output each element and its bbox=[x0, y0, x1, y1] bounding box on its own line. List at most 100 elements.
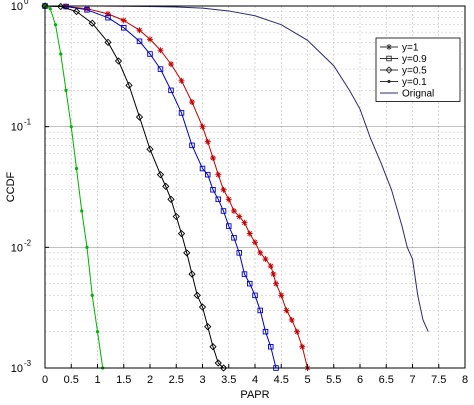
legend-item: y=1 bbox=[380, 43, 419, 54]
legend-marker bbox=[386, 44, 392, 50]
data-point bbox=[231, 235, 237, 241]
data-point bbox=[177, 229, 186, 238]
x-tick-label: 7 bbox=[409, 374, 415, 386]
x-tick-label: 2 bbox=[147, 374, 153, 386]
data-point bbox=[136, 27, 143, 34]
data-point bbox=[199, 165, 206, 172]
data-point bbox=[72, 7, 81, 16]
data-point bbox=[225, 223, 232, 229]
y-axis-label: CCDF bbox=[5, 171, 17, 202]
y-tick-label: 10 bbox=[11, 122, 23, 134]
series-y-0-5 bbox=[41, 2, 228, 372]
y-tick-label: 10 bbox=[11, 1, 23, 13]
legend-label: y=0.1 bbox=[402, 77, 427, 88]
data-point bbox=[156, 171, 165, 179]
data-point bbox=[136, 38, 143, 45]
data-point bbox=[178, 77, 185, 84]
data-point bbox=[294, 328, 300, 335]
series-y-0-1 bbox=[43, 4, 105, 370]
legend-marker bbox=[387, 79, 391, 84]
series-line bbox=[45, 5, 429, 332]
data-point bbox=[105, 10, 111, 17]
data-point bbox=[53, 23, 58, 27]
data-point bbox=[64, 88, 68, 92]
data-point bbox=[69, 125, 73, 129]
x-tick-label: 0 bbox=[42, 374, 48, 386]
data-point bbox=[189, 99, 195, 106]
data-point bbox=[214, 359, 222, 367]
data-point bbox=[198, 303, 207, 311]
data-point bbox=[241, 271, 248, 277]
data-point bbox=[88, 19, 96, 27]
legend-marker bbox=[386, 55, 392, 62]
data-point bbox=[84, 7, 90, 13]
x-tick-label: 0.5 bbox=[64, 374, 79, 386]
y-tick-label: 10 bbox=[11, 363, 23, 375]
data-point bbox=[246, 280, 253, 287]
data-point bbox=[257, 249, 264, 256]
data-point bbox=[168, 61, 174, 68]
legend-label: y=0.9 bbox=[402, 54, 427, 65]
data-point bbox=[157, 47, 164, 54]
data-point bbox=[147, 51, 153, 57]
data-point bbox=[219, 364, 228, 372]
x-tick-label: 6.5 bbox=[379, 374, 394, 386]
data-point bbox=[95, 330, 100, 334]
legend-item: y=0.1 bbox=[380, 77, 427, 88]
data-point bbox=[120, 25, 127, 31]
series-orignal bbox=[45, 5, 429, 332]
data-point bbox=[267, 263, 274, 270]
series-layer bbox=[41, 2, 429, 372]
data-point bbox=[204, 171, 211, 178]
data-point bbox=[299, 343, 306, 350]
data-point bbox=[178, 110, 185, 116]
data-point bbox=[268, 344, 274, 350]
x-tick-label: 4.5 bbox=[274, 374, 289, 386]
series-line bbox=[44, 5, 224, 369]
data-point bbox=[209, 343, 217, 351]
data-point bbox=[252, 292, 258, 299]
data-point bbox=[48, 7, 52, 11]
data-point bbox=[104, 38, 112, 46]
data-point bbox=[84, 5, 90, 12]
data-point bbox=[189, 142, 195, 149]
series-line bbox=[44, 5, 104, 369]
data-point bbox=[168, 87, 174, 94]
data-point bbox=[220, 186, 227, 193]
y-tick-exponent: -2 bbox=[24, 238, 32, 247]
x-tick-label: 4 bbox=[252, 374, 258, 386]
data-point bbox=[283, 307, 290, 314]
data-point bbox=[252, 239, 258, 246]
data-point bbox=[278, 292, 285, 299]
data-point bbox=[241, 219, 248, 226]
data-point bbox=[225, 196, 232, 203]
data-point bbox=[270, 271, 277, 278]
data-point bbox=[204, 138, 211, 145]
data-point bbox=[167, 195, 175, 203]
data-point bbox=[135, 113, 144, 121]
data-point bbox=[236, 213, 243, 220]
data-point bbox=[215, 196, 221, 203]
y-tick-label: 10 bbox=[11, 242, 23, 254]
x-tick-label: 5 bbox=[304, 374, 310, 386]
x-tick-label: 3.5 bbox=[221, 374, 236, 386]
x-tick-label: 1 bbox=[94, 374, 100, 386]
legend-marker bbox=[385, 66, 393, 74]
data-point bbox=[105, 14, 111, 21]
data-point bbox=[231, 208, 237, 215]
x-tick-label: 2.5 bbox=[169, 374, 184, 386]
x-tick-label: 5.5 bbox=[326, 374, 341, 386]
data-point bbox=[262, 328, 269, 335]
data-point bbox=[74, 166, 79, 171]
legend-label: Orignal bbox=[402, 89, 434, 100]
data-point bbox=[188, 270, 196, 278]
x-tick-labels: 0 0.5 1 1.5 2 2.5 3 3.5 4 4.5 5 5.5 6 6.5 7 7.5 8 bbox=[42, 364, 468, 386]
y-tick-exponent: 0 bbox=[24, 0, 29, 6]
data-point bbox=[90, 293, 94, 297]
data-point bbox=[162, 182, 170, 191]
legend-item: Orignal bbox=[380, 89, 434, 100]
data-point bbox=[262, 256, 269, 263]
data-point bbox=[288, 316, 295, 323]
